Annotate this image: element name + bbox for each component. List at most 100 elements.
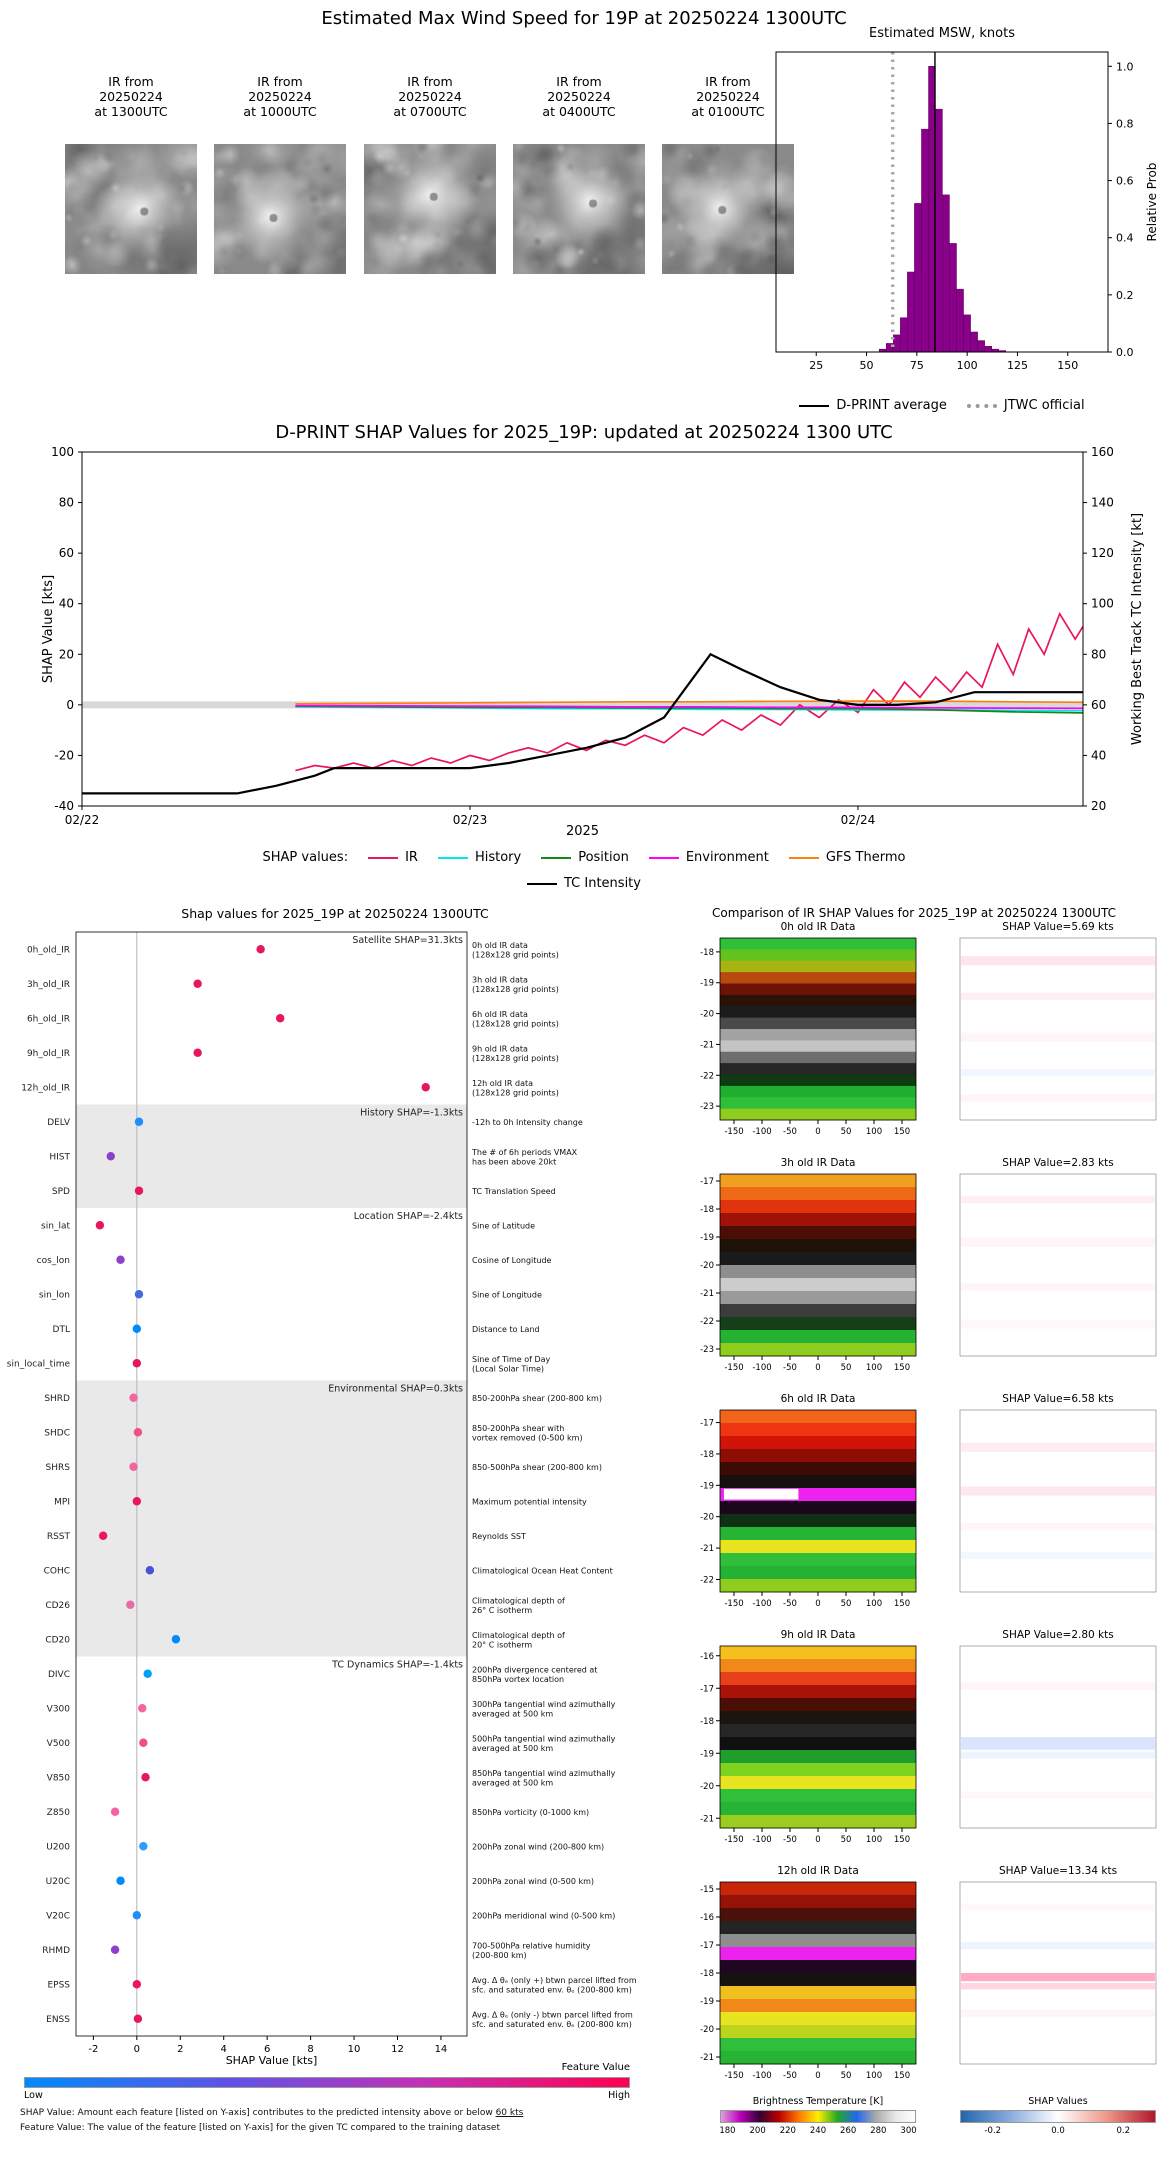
svg-text:-150: -150 — [724, 2071, 743, 2081]
colorbar-tick: 180 — [719, 2126, 736, 2136]
shap-stripe — [961, 1319, 1155, 1329]
shap-dot-Z850 — [110, 1807, 120, 1816]
shap-dot-3h_old_IR — [193, 979, 202, 988]
svg-text:0: 0 — [815, 2071, 820, 2081]
colorbar-tick: 240 — [809, 2126, 827, 2136]
svg-text:0h_old_IR: 0h_old_IR — [27, 945, 70, 955]
svg-text:-20: -20 — [700, 1261, 714, 1271]
shap-dot-COHC — [145, 1566, 155, 1575]
legend-item: History — [437, 850, 521, 865]
svg-text:-20: -20 — [54, 748, 74, 762]
section-band — [76, 1656, 467, 2036]
svg-text:850-500hPa shear (200-800 km): 850-500hPa shear (200-800 km) — [472, 1463, 602, 1472]
svg-text:12: 12 — [391, 2044, 404, 2055]
svg-text:-23: -23 — [700, 1345, 714, 1355]
ir-stripe — [720, 1934, 916, 1948]
svg-text:has been above 20kt: has been above 20kt — [472, 1157, 556, 1166]
shap-dot-sin_local_time — [132, 1359, 142, 1368]
shap-dot-DTL — [132, 1324, 142, 1333]
histogram-bar — [984, 346, 992, 353]
ir-stripe — [720, 1999, 916, 2013]
svg-text:-18: -18 — [700, 1450, 714, 1460]
histogram-bar — [914, 203, 922, 353]
thumbnail-label-line: at 1300UTC — [94, 104, 168, 119]
svg-text:1.0: 1.0 — [1116, 60, 1134, 73]
svg-text:200hPa zonal wind (0-500 km): 200hPa zonal wind (0-500 km) — [472, 1877, 594, 1886]
svg-text:Sine of Longitude: Sine of Longitude — [472, 1290, 542, 1299]
svg-text:02/23: 02/23 — [453, 813, 488, 827]
svg-text:140: 140 — [1091, 496, 1114, 510]
ir-stripe — [720, 2025, 916, 2039]
dotplot-title: Shap values for 2025_19P at 20250224 130… — [181, 906, 489, 921]
svg-text:0: 0 — [815, 1127, 820, 1137]
ir-stripe — [720, 1672, 916, 1686]
svg-text:300hPa tangential wind azimuth: 300hPa tangential wind azimuthally — [472, 1700, 616, 1709]
shap-stripe — [961, 1983, 1155, 1990]
footnote-feature-value: Feature Value: The value of the feature … — [20, 2123, 501, 2133]
svg-text:Working Best Track TC Intensit: Working Best Track TC Intensity [kt] — [1130, 513, 1145, 745]
svg-text:vortex removed (0-500 km): vortex removed (0-500 km) — [472, 1433, 583, 1442]
svg-text:-20: -20 — [700, 1513, 714, 1523]
ir-stripe — [720, 1882, 916, 1896]
svg-text:0: 0 — [66, 698, 74, 712]
ir-stripe — [720, 1815, 916, 1829]
ir-stripe — [720, 1659, 916, 1673]
histogram-bar — [970, 331, 978, 353]
svg-text:12h old IR Data: 12h old IR Data — [777, 1865, 859, 1877]
ir-stripe — [720, 1960, 916, 1974]
svg-text:150: 150 — [894, 1363, 910, 1373]
svg-text:TC Dynamics SHAP=-1.4kts: TC Dynamics SHAP=-1.4kts — [331, 1660, 463, 1671]
svg-text:SHAP Value=2.80 kts: SHAP Value=2.80 kts — [1002, 1629, 1113, 1641]
ir-stripe — [720, 1724, 916, 1738]
svg-text:-17: -17 — [700, 1419, 714, 1429]
ir-stripe — [720, 1776, 916, 1790]
svg-text:SHAP Value=13.34 kts: SHAP Value=13.34 kts — [999, 1865, 1117, 1877]
thumbnail-label-line: IR from — [257, 74, 303, 89]
shap-dot-cos_lon — [116, 1255, 125, 1264]
series-ir — [295, 611, 1084, 772]
ir-stripe — [720, 1317, 916, 1331]
svg-text:8: 8 — [307, 2044, 313, 2055]
svg-text:Climatological depth of: Climatological depth of — [472, 1596, 565, 1605]
shap-dot-RHMD — [110, 1945, 120, 1954]
svg-text:RHMD: RHMD — [42, 1946, 70, 1956]
svg-text:U200: U200 — [46, 1842, 70, 1852]
svg-text:Maximum potential intensity: Maximum potential intensity — [472, 1497, 587, 1506]
svg-text:75: 75 — [910, 359, 924, 372]
shap-dot-SHRD — [129, 1393, 138, 1402]
thumbnail-label-line: at 0100UTC — [691, 104, 765, 119]
ir-stripe — [720, 1291, 916, 1305]
svg-text:25: 25 — [809, 359, 823, 372]
svg-text:Reynolds SST: Reynolds SST — [472, 1532, 526, 1541]
ir-satellite-image — [662, 144, 794, 274]
svg-text:40: 40 — [1091, 748, 1106, 762]
histogram-bar — [935, 108, 943, 353]
footnote-underlined-text: 60 kts — [495, 2108, 524, 2118]
legend-item: IR — [368, 850, 418, 865]
svg-text:150: 150 — [894, 1127, 910, 1137]
svg-text:DELV: DELV — [47, 1118, 71, 1128]
colorbar-tick: 200 — [749, 2126, 766, 2136]
svg-text:SHRD: SHRD — [44, 1394, 70, 1404]
svg-text:120: 120 — [1091, 546, 1114, 560]
svg-text:Avg. Δ θₑ (only +) btwn parcel: Avg. Δ θₑ (only +) btwn parcel lifted fr… — [472, 1976, 637, 1985]
svg-text:V20C: V20C — [46, 1911, 70, 1921]
shap-stripe — [961, 956, 1155, 966]
svg-text:History SHAP=-1.3kts: History SHAP=-1.3kts — [360, 1108, 463, 1119]
legend-item: TC Intensity — [527, 876, 641, 891]
ir-stripe — [720, 1278, 916, 1292]
svg-text:-18: -18 — [700, 1205, 714, 1215]
svg-text:-17: -17 — [700, 1941, 714, 1951]
ir-stripe — [720, 1462, 916, 1476]
ir-stripe — [720, 1527, 916, 1541]
series-gfs-thermo — [295, 700, 1084, 705]
ir-stripe — [720, 1789, 916, 1803]
legend-item: JTWC official — [966, 398, 1085, 413]
colorbar-tick: 300 — [900, 2126, 917, 2136]
ir-stripe — [720, 1304, 916, 1318]
ir-satellite-image — [364, 144, 496, 274]
ir-stripe — [720, 1501, 916, 1515]
svg-text:-50: -50 — [783, 2071, 797, 2081]
ir-thumbnail-label: IR from 20250224 at 1000UTC — [214, 74, 346, 119]
colorbar-high-label: High — [608, 2090, 630, 2101]
